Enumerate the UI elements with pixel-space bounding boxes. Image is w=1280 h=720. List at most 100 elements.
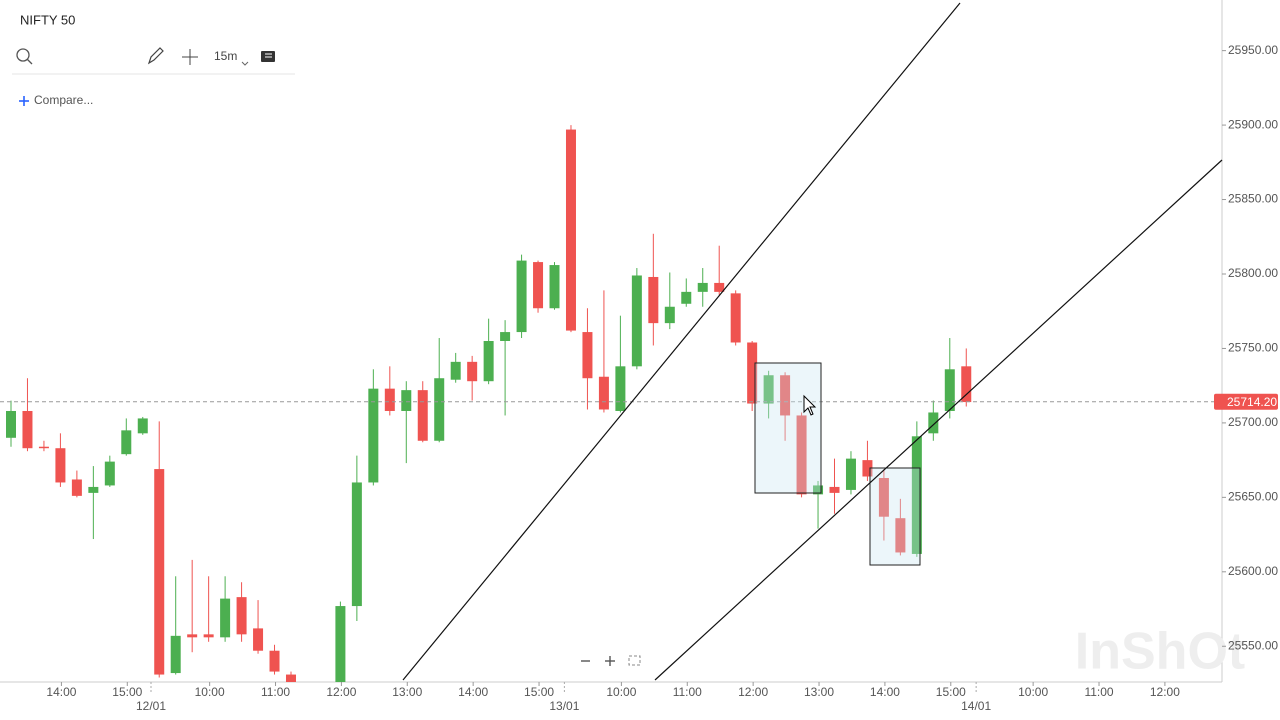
- candle-body: [203, 634, 214, 638]
- interval-selector[interactable]: 15m: [214, 49, 237, 63]
- candle-body: [170, 635, 181, 674]
- draw-button[interactable]: [147, 47, 164, 65]
- candle-body: [22, 410, 33, 449]
- candle-body: [187, 634, 198, 638]
- x-tick-label: 10:00: [195, 685, 225, 699]
- candle-body: [236, 597, 247, 635]
- candle-body: [928, 412, 939, 434]
- x-tick-label: 12:00: [1150, 685, 1180, 699]
- candle-body: [763, 375, 774, 404]
- x-tick-label: 13:00: [804, 685, 834, 699]
- candle-body: [780, 375, 791, 416]
- candle-body: [598, 376, 609, 410]
- y-tick-label: 25550.00: [1228, 638, 1278, 652]
- candle-body: [6, 410, 16, 438]
- watermark: InShOt: [1075, 623, 1245, 681]
- candle-body: [747, 342, 758, 404]
- x-tick-label: 14:00: [458, 685, 488, 699]
- candle-body: [335, 606, 346, 682]
- candle-body: [582, 332, 593, 379]
- candle-body: [714, 282, 725, 292]
- x-tick-label: 15:00: [936, 685, 966, 699]
- candle-body: [121, 430, 132, 455]
- candle-body: [285, 674, 296, 682]
- fullscreen-button[interactable]: [628, 655, 641, 666]
- zoom-in-button[interactable]: [605, 656, 615, 666]
- candle-body: [88, 486, 99, 493]
- candle-body: [253, 628, 264, 651]
- chart-title: NIFTY 50: [20, 12, 75, 27]
- x-tick-label: 15:00: [112, 685, 142, 699]
- candle-body: [664, 306, 675, 324]
- candle-body: [615, 366, 626, 411]
- y-tick-label: 25700.00: [1228, 415, 1278, 429]
- candle-body: [895, 518, 906, 553]
- candle-body: [384, 388, 395, 411]
- x-tick-label: 11:00: [261, 685, 290, 699]
- drawn-rectangle: [754, 362, 822, 494]
- candle-body: [681, 291, 692, 304]
- candle-body: [878, 477, 889, 517]
- date-label: 14/01: [961, 699, 991, 713]
- candle-body: [417, 390, 428, 441]
- candle-body: [944, 369, 955, 411]
- candle-body: [401, 390, 412, 411]
- x-tick-label: 10:00: [1018, 685, 1048, 699]
- x-tick-label: 11:00: [1084, 685, 1113, 699]
- x-tick-label: 13:00: [392, 685, 422, 699]
- candle-body: [796, 415, 807, 495]
- candle-body: [450, 361, 461, 380]
- candle-body: [648, 276, 659, 324]
- y-tick-label: 25900.00: [1228, 117, 1278, 131]
- crosshair-button[interactable]: [182, 49, 198, 65]
- candle-body: [137, 418, 148, 434]
- last-price-label: 25714.20: [1227, 395, 1277, 409]
- candle-body: [911, 436, 922, 554]
- compare-label[interactable]: Compare...: [34, 93, 93, 107]
- candle-body: [269, 650, 280, 672]
- candle-body: [549, 265, 560, 309]
- compare-button[interactable]: Compare...: [19, 93, 93, 107]
- candle-body: [845, 458, 856, 490]
- y-tick-label: 25950.00: [1228, 43, 1278, 57]
- candle-body: [71, 479, 82, 496]
- cursor: [803, 394, 817, 416]
- candle-body: [104, 461, 115, 486]
- interval-caret: [241, 61, 249, 66]
- candle-body: [730, 293, 741, 343]
- candle-body: [565, 129, 576, 331]
- drawn-rectangle: [869, 467, 921, 566]
- search-button[interactable]: [16, 48, 33, 65]
- y-tick-label: 25650.00: [1228, 490, 1278, 504]
- y-tick-label: 25850.00: [1228, 192, 1278, 206]
- y-tick-label: 25600.00: [1228, 564, 1278, 578]
- trend-line: [402, 2, 961, 681]
- candle-body: [516, 260, 527, 333]
- x-tick-label: 12:00: [326, 685, 356, 699]
- x-tick-label: 14:00: [870, 685, 900, 699]
- x-tick-label: 11:00: [673, 685, 702, 699]
- candle-body: [631, 275, 642, 367]
- y-tick-label: 25800.00: [1228, 266, 1278, 280]
- candle-body: [220, 598, 231, 638]
- candle-body: [829, 486, 840, 493]
- x-tick-label: 10:00: [606, 685, 636, 699]
- date-label: 12/01: [136, 699, 166, 713]
- candle-body: [500, 332, 511, 341]
- candle-body: [483, 341, 494, 382]
- candle-body: [813, 485, 824, 495]
- candle-body: [434, 378, 445, 441]
- date-label: 13/01: [549, 699, 579, 713]
- x-tick-label: 12:00: [738, 685, 768, 699]
- trend-line: [654, 159, 1223, 681]
- candle-body: [368, 388, 379, 483]
- y-tick-label: 25750.00: [1228, 341, 1278, 355]
- last-price-box: [1214, 393, 1278, 410]
- candle-body: [467, 361, 478, 382]
- x-tick-label: 15:00: [524, 685, 554, 699]
- settings-button[interactable]: [261, 51, 275, 62]
- marks: [0, 125, 1222, 682]
- candle-body: [533, 262, 544, 309]
